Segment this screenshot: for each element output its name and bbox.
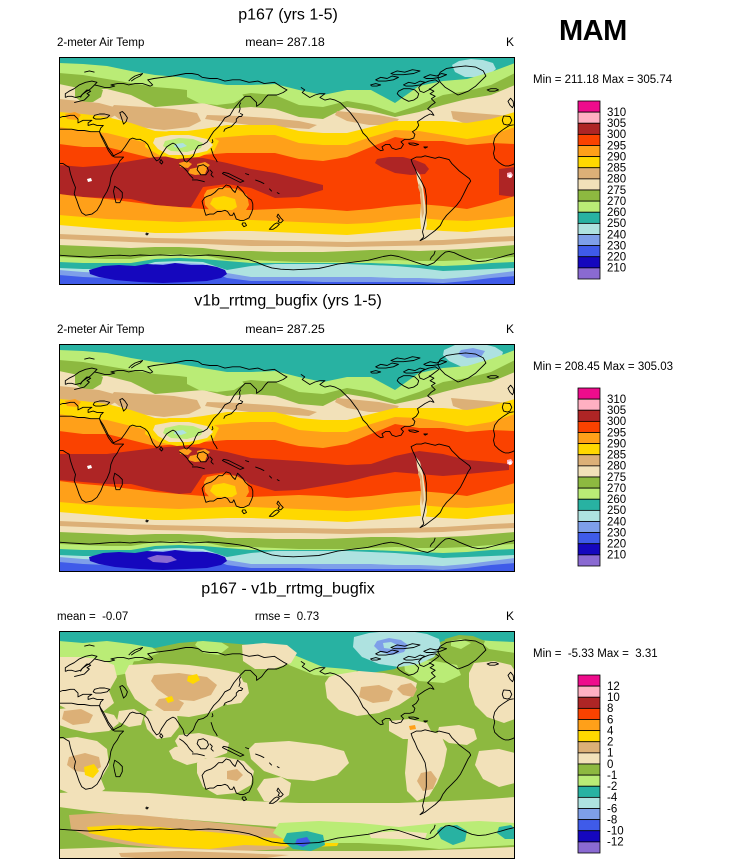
svg-text:4: 4 [607, 725, 614, 737]
svg-text:-8: -8 [607, 814, 617, 826]
svg-text:-2: -2 [607, 781, 617, 793]
svg-text:mean= 287.18: mean= 287.18 [245, 35, 325, 49]
svg-text:mean= 287.25: mean= 287.25 [245, 322, 325, 336]
svg-text:210: 210 [607, 263, 626, 275]
svg-text:2: 2 [607, 737, 613, 749]
svg-text:2-meter Air Temp: 2-meter Air Temp [57, 324, 144, 336]
svg-text:Min = 211.18 Max = 305.74: Min = 211.18 Max = 305.74 [533, 74, 673, 86]
svg-text:K: K [506, 35, 514, 49]
svg-text:-6: -6 [607, 803, 617, 815]
svg-text:-12: -12 [607, 837, 624, 849]
svg-text:Min = 208.45 Max = 305.03: Min = 208.45 Max = 305.03 [533, 361, 673, 373]
svg-text:240: 240 [607, 229, 626, 241]
svg-text:290: 290 [607, 151, 626, 163]
svg-text:250: 250 [607, 505, 626, 517]
svg-text:K: K [506, 609, 514, 623]
svg-text:230: 230 [607, 240, 626, 252]
svg-text:305: 305 [607, 405, 626, 417]
svg-text:250: 250 [607, 218, 626, 230]
svg-text:MAM: MAM [559, 15, 627, 47]
svg-text:220: 220 [607, 539, 626, 551]
svg-text:v1b_rrtmg_bugfix (yrs 1-5): v1b_rrtmg_bugfix (yrs 1-5) [194, 293, 382, 310]
svg-text:230: 230 [607, 527, 626, 539]
svg-text:220: 220 [607, 252, 626, 264]
svg-text:275: 275 [607, 185, 626, 197]
svg-text:260: 260 [607, 494, 626, 506]
svg-text:8: 8 [607, 703, 613, 715]
svg-text:12: 12 [607, 681, 620, 693]
svg-text:-4: -4 [607, 792, 618, 804]
svg-text:p167 (yrs 1-5): p167 (yrs 1-5) [238, 7, 338, 24]
svg-text:280: 280 [607, 174, 626, 186]
svg-text:295: 295 [607, 427, 626, 439]
svg-text:p167 - v1b_rrtmg_bugfix: p167 - v1b_rrtmg_bugfix [201, 581, 374, 598]
svg-text:290: 290 [607, 438, 626, 450]
svg-text:-10: -10 [607, 826, 624, 838]
svg-text:270: 270 [607, 483, 626, 495]
svg-text:mean = -0.07: mean = -0.07 [57, 611, 128, 623]
svg-text:2-meter Air Temp: 2-meter Air Temp [57, 37, 144, 49]
svg-text:285: 285 [607, 450, 626, 462]
svg-text:Min = -5.33 Max = 3.31: Min = -5.33 Max = 3.31 [533, 648, 658, 660]
svg-text:260: 260 [607, 207, 626, 219]
svg-text:210: 210 [607, 550, 626, 562]
svg-text:295: 295 [607, 140, 626, 152]
svg-text:6: 6 [607, 714, 613, 726]
svg-text:K: K [506, 322, 514, 336]
svg-text:1: 1 [607, 748, 613, 760]
svg-text:310: 310 [607, 107, 626, 119]
svg-text:270: 270 [607, 196, 626, 208]
svg-text:0: 0 [607, 759, 613, 771]
svg-text:240: 240 [607, 516, 626, 528]
svg-text:rmse = 0.73: rmse = 0.73 [255, 611, 319, 623]
svg-text:300: 300 [607, 129, 626, 141]
svg-text:300: 300 [607, 416, 626, 428]
svg-text:285: 285 [607, 163, 626, 175]
svg-text:280: 280 [607, 461, 626, 473]
svg-text:275: 275 [607, 472, 626, 484]
svg-text:-1: -1 [607, 770, 617, 782]
svg-text:305: 305 [607, 118, 626, 130]
svg-text:310: 310 [607, 394, 626, 406]
svg-text:10: 10 [607, 692, 620, 704]
